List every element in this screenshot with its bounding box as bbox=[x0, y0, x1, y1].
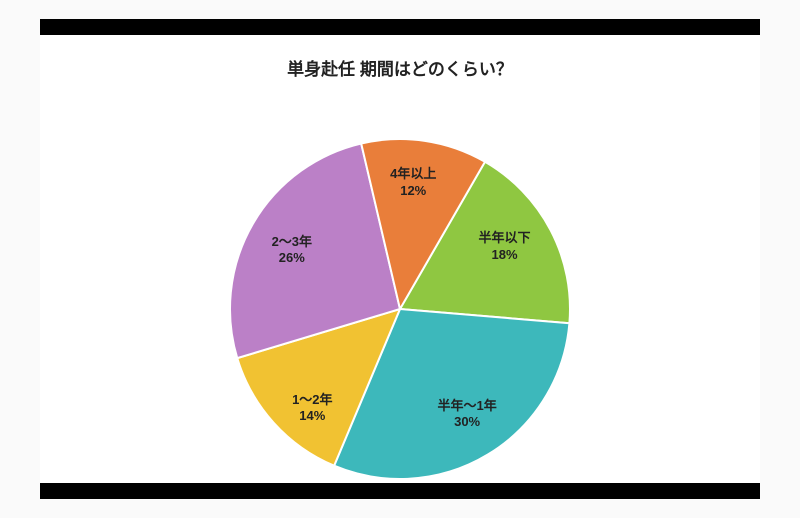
chart-container: 単身赴任 期間はどのくらい？ 半年以下18% 半年～1年30% 1～2年14% 2～3… bbox=[40, 19, 760, 499]
slice-label: 4年以上12% bbox=[390, 166, 436, 199]
slice-label-text: 半年～1年 bbox=[438, 398, 497, 414]
slice-label-percent: 26% bbox=[272, 250, 312, 266]
slice-label-percent: 18% bbox=[479, 246, 531, 262]
slice-label-text: 1～2年 bbox=[292, 392, 332, 408]
slice-label-text: 半年以下 bbox=[479, 230, 531, 246]
slice-label-text: 2～3年 bbox=[272, 234, 312, 250]
slice-label-percent: 30% bbox=[438, 414, 497, 430]
chart-title: 単身赴任 期間はどのくらい？ bbox=[40, 55, 760, 80]
slice-label: 半年以下18% bbox=[479, 230, 531, 263]
slice-label-percent: 14% bbox=[292, 408, 332, 424]
slice-label: 半年～1年30% bbox=[438, 398, 497, 431]
slice-label: 2～3年26% bbox=[272, 234, 312, 267]
pie-chart: 半年以下18% 半年～1年30% 1～2年14% 2～3年26% 4年以上12% bbox=[230, 139, 570, 479]
slice-label: 1～2年14% bbox=[292, 392, 332, 425]
letterbox-top bbox=[40, 19, 760, 35]
slice-label-text: 4年以上 bbox=[390, 166, 436, 182]
slice-label-percent: 12% bbox=[390, 182, 436, 198]
letterbox-bottom bbox=[40, 483, 760, 499]
